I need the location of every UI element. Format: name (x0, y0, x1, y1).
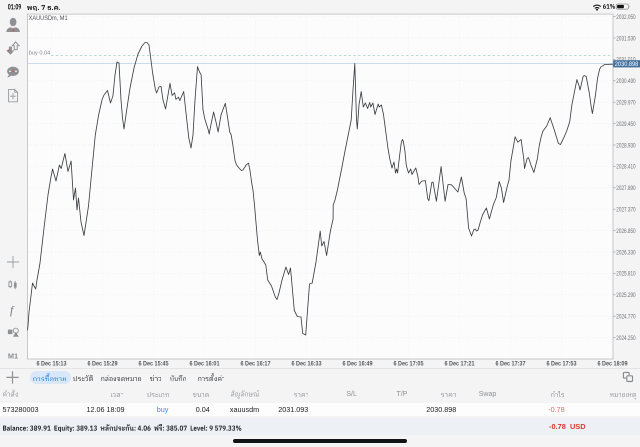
svg-text:6 Dec 17:37: 6 Dec 17:37 (496, 360, 526, 367)
svg-text:2028.930: 2028.930 (616, 142, 635, 149)
svg-text:6 Dec 15:13: 6 Dec 15:13 (37, 360, 67, 367)
svg-text:2025.810: 2025.810 (616, 271, 635, 278)
svg-text:6 Dec 15:45: 6 Dec 15:45 (139, 360, 169, 367)
svg-text:2029.450: 2029.450 (616, 121, 635, 128)
svg-text:2026.330: 2026.330 (616, 249, 635, 256)
svg-text:2030.490: 2030.490 (616, 78, 635, 85)
svg-text:6 Dec 17:21: 6 Dec 17:21 (445, 360, 475, 367)
svg-text:M1: M1 (8, 352, 18, 361)
svg-text:6 Dec 15:29: 6 Dec 15:29 (88, 360, 118, 367)
svg-text:2029.970: 2029.970 (616, 100, 635, 107)
svg-text:2028.410: 2028.410 (616, 164, 635, 171)
svg-text:2030.898: 2030.898 (615, 61, 639, 68)
svg-text:2031.530: 2031.530 (616, 35, 635, 42)
svg-text:2027.890: 2027.890 (616, 185, 635, 192)
svg-text:6 Dec 17:05: 6 Dec 17:05 (394, 360, 424, 367)
svg-text:6 Dec 17:53: 6 Dec 17:53 (547, 360, 577, 367)
svg-text:2024.250: 2024.250 (616, 335, 635, 342)
svg-text:2032.050: 2032.050 (616, 14, 635, 21)
svg-text:XAUUSDm, M1: XAUUSDm, M1 (29, 15, 68, 22)
svg-text:6 Dec 16:49: 6 Dec 16:49 (343, 360, 373, 367)
svg-text:6 Dec 16:17: 6 Dec 16:17 (241, 360, 271, 367)
svg-text:f: f (10, 305, 15, 317)
svg-text:2027.370: 2027.370 (616, 207, 635, 214)
svg-text:6 Dec 16:33: 6 Dec 16:33 (292, 360, 322, 367)
svg-text:2025.290: 2025.290 (616, 292, 635, 299)
svg-text:2026.850: 2026.850 (616, 228, 635, 235)
svg-text:2024.770: 2024.770 (616, 314, 635, 321)
svg-text:6 Dec 18:09: 6 Dec 18:09 (598, 360, 628, 367)
svg-text:buy 0.04: buy 0.04 (29, 51, 50, 57)
svg-text:6 Dec 16:01: 6 Dec 16:01 (190, 360, 220, 367)
